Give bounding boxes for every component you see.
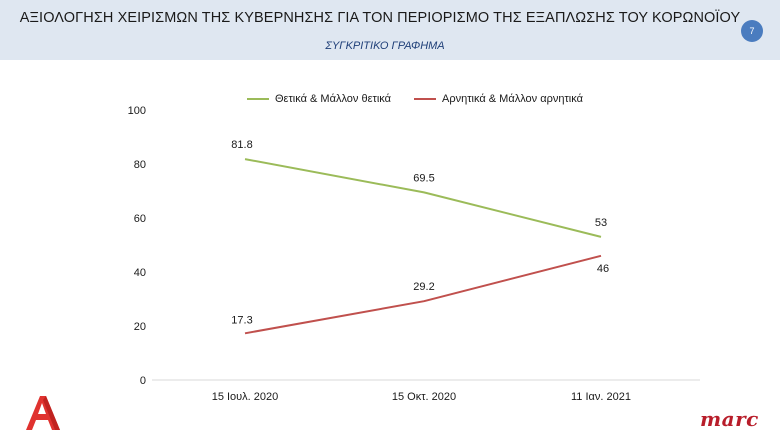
x-tick-label: 15 Ιουλ. 2020 bbox=[212, 391, 279, 403]
data-label-negative: 29.2 bbox=[413, 281, 434, 293]
y-tick-label: 80 bbox=[134, 159, 146, 171]
x-tick-label: 15 Οκτ. 2020 bbox=[392, 391, 456, 403]
data-label-positive: 69.5 bbox=[413, 172, 434, 184]
y-tick-label: 40 bbox=[134, 267, 146, 279]
page-number-badge: 7 bbox=[741, 20, 763, 42]
marc-logo: marc bbox=[700, 407, 759, 431]
legend-swatch-positive bbox=[247, 98, 269, 100]
data-label-positive: 81.8 bbox=[231, 139, 252, 151]
data-label-positive: 53 bbox=[595, 217, 607, 229]
legend-swatch-negative bbox=[414, 98, 436, 100]
series-line-negative bbox=[244, 254, 602, 335]
page-title: ΑΞΙΟΛΟΓΗΣΗ ΧΕΙΡΙΣΜΩΝ ΤΗΣ ΚΥΒΕΡΝΗΣΗΣ ΓΙΑ … bbox=[19, 10, 741, 26]
header-bar: ΑΞΙΟΛΟΓΗΣΗ ΧΕΙΡΙΣΜΩΝ ΤΗΣ ΚΥΒΕΡΝΗΣΗΣ ΓΙΑ … bbox=[0, 0, 780, 60]
data-label-negative: 17.3 bbox=[231, 314, 252, 326]
series-line-positive bbox=[244, 158, 602, 238]
y-tick-label: 100 bbox=[128, 105, 146, 117]
legend-item-positive: Θετικά & Μάλλον θετικά bbox=[247, 93, 391, 105]
legend-label-positive: Θετικά & Μάλλον θετικά bbox=[275, 93, 391, 105]
chart-legend: Θετικά & Μάλλον θετικά Αρνητικά & Μάλλον… bbox=[0, 93, 780, 109]
alpha-tv-logo-icon bbox=[26, 396, 60, 430]
x-tick-label: 11 Ιαν. 2021 bbox=[571, 391, 631, 403]
y-tick-label: 20 bbox=[134, 321, 146, 333]
data-label-negative: 46 bbox=[597, 263, 609, 275]
legend-label-negative: Αρνητικά & Μάλλον αρνητικά bbox=[442, 93, 583, 105]
legend-item-negative: Αρνητικά & Μάλλον αρνητικά bbox=[414, 93, 583, 105]
y-tick-label: 0 bbox=[140, 375, 146, 387]
y-tick-label: 60 bbox=[134, 213, 146, 225]
page-subtitle: ΣΥΓΚΡΙΤΙΚΟ ΓΡΑΦΗΜΑ bbox=[325, 40, 445, 52]
